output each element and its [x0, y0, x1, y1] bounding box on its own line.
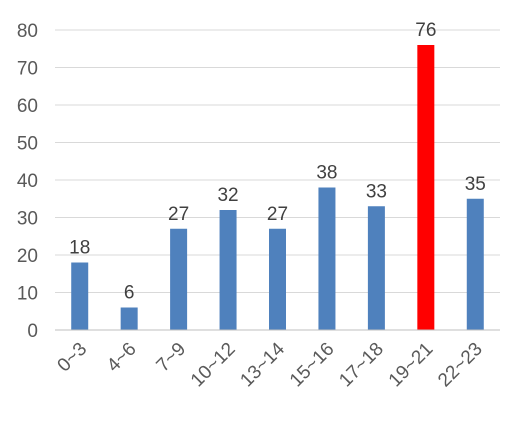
data-label-6: 33: [366, 181, 387, 202]
bars: [71, 45, 484, 330]
x-tick-label-4: 13~14: [236, 338, 289, 391]
bar-4: [269, 228, 286, 330]
x-tick-label-1: 4~6: [103, 339, 141, 377]
y-tick-label: 20: [17, 246, 38, 267]
bar-2: [170, 228, 188, 330]
x-tick-label-0: 0~3: [54, 339, 92, 377]
data-labels: 18 6 27 32 27 38 33 76 35: [69, 20, 486, 304]
bar-5: [318, 187, 336, 330]
data-label-0: 18: [69, 238, 90, 259]
y-tick-label: 0: [27, 321, 38, 342]
bar-3: [219, 210, 237, 330]
y-tick-label: 40: [17, 171, 38, 192]
bar-0: [71, 262, 89, 330]
y-tick-label: 30: [17, 209, 38, 230]
y-axis-ticks: 0 10 20 30 40 50 60 70 80: [17, 21, 38, 342]
gridlines: [55, 29, 500, 293]
bar-8: [466, 198, 484, 330]
x-tick-label-6: 17~18: [335, 339, 388, 392]
data-label-7: 76: [415, 20, 436, 41]
data-label-2: 27: [168, 204, 189, 225]
data-label-8: 35: [465, 174, 486, 195]
y-tick-label: 60: [17, 96, 38, 117]
bar-6: [367, 206, 385, 330]
y-tick-label: 70: [17, 59, 38, 80]
y-tick-label: 80: [17, 21, 38, 42]
data-label-4: 27: [267, 204, 288, 225]
x-tick-label-2: 7~9: [153, 339, 191, 377]
data-label-5: 38: [316, 163, 337, 184]
y-tick-label: 50: [17, 134, 38, 155]
x-tick-label-5: 15~16: [286, 339, 339, 392]
data-label-3: 32: [217, 185, 238, 206]
data-label-1: 6: [124, 283, 135, 304]
bar-1: [120, 307, 138, 330]
x-tick-label-3: 10~12: [187, 339, 240, 392]
x-tick-label-8: 22~23: [434, 339, 487, 392]
x-tick-label-7: 19~21: [385, 339, 438, 392]
bar-7: [417, 45, 435, 330]
y-tick-label: 10: [17, 284, 38, 305]
